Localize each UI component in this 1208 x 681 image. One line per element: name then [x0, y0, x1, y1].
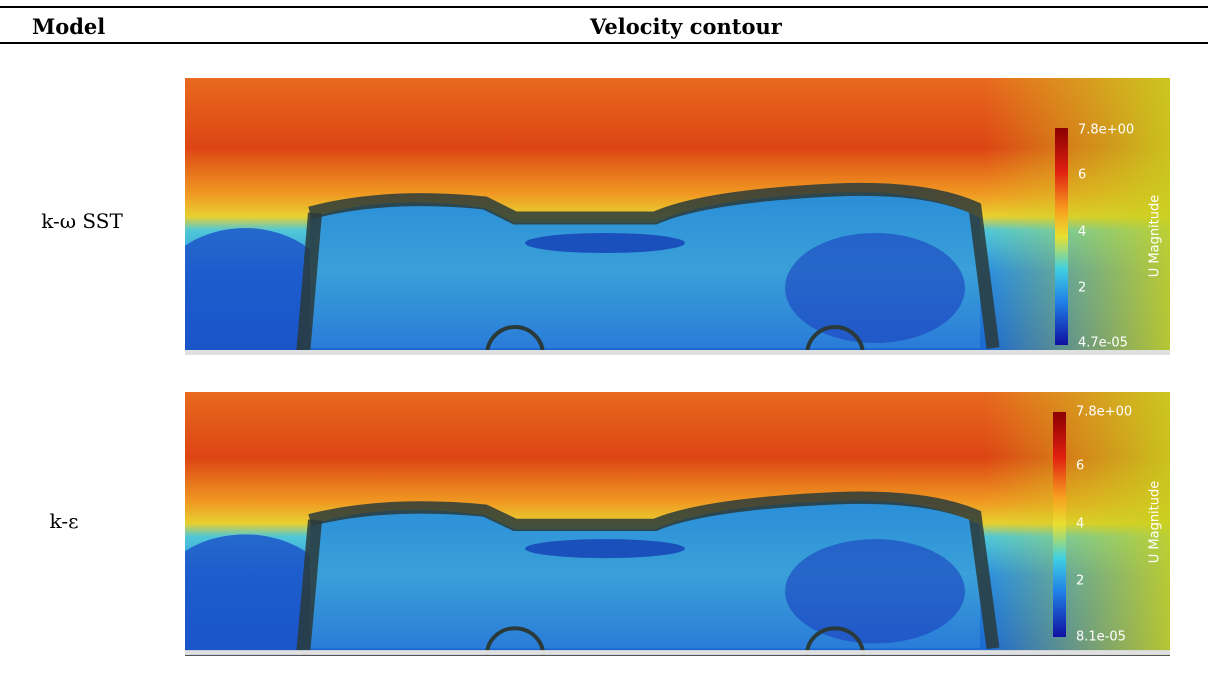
colorbar-label: 4.7e-05 — [1078, 336, 1128, 351]
colorbar — [1055, 128, 1068, 345]
colorbar-label: 6 — [1078, 168, 1086, 183]
colorbar — [1053, 412, 1066, 637]
model-label: k-ω SST — [2, 209, 162, 233]
top-rule — [0, 6, 1208, 8]
header-cell: Velocity contour — [590, 14, 782, 39]
model-label: k-ε — [0, 509, 144, 533]
colorbar-title: U Magnitude — [1148, 481, 1163, 564]
colorbar-label: 8.1e-05 — [1076, 630, 1126, 645]
colorbar-label: 7.8e+00 — [1078, 123, 1134, 138]
header-cell: Model — [32, 14, 105, 39]
colorbar-label: 7.8e+00 — [1076, 405, 1132, 420]
colorbar-label: 6 — [1076, 459, 1084, 474]
header-rule — [0, 42, 1208, 44]
colorbar-title: U Magnitude — [1148, 195, 1163, 278]
contour-image: 7.8e+00 6 4 2 4.7e-05 U Magnitude — [185, 78, 1170, 355]
colorbar-label: 2 — [1076, 574, 1084, 589]
colorbar-label: 4 — [1076, 517, 1084, 532]
colorbar-label: 4 — [1078, 225, 1086, 240]
colorbar-label: 2 — [1078, 281, 1086, 296]
page: Model Velocity contour k-ω SST 7.8e+00 6… — [0, 0, 1208, 681]
contour-image: 7.8e+00 6 4 2 8.1e-05 U Magnitude — [185, 392, 1170, 655]
bottom-rule — [185, 655, 1170, 656]
